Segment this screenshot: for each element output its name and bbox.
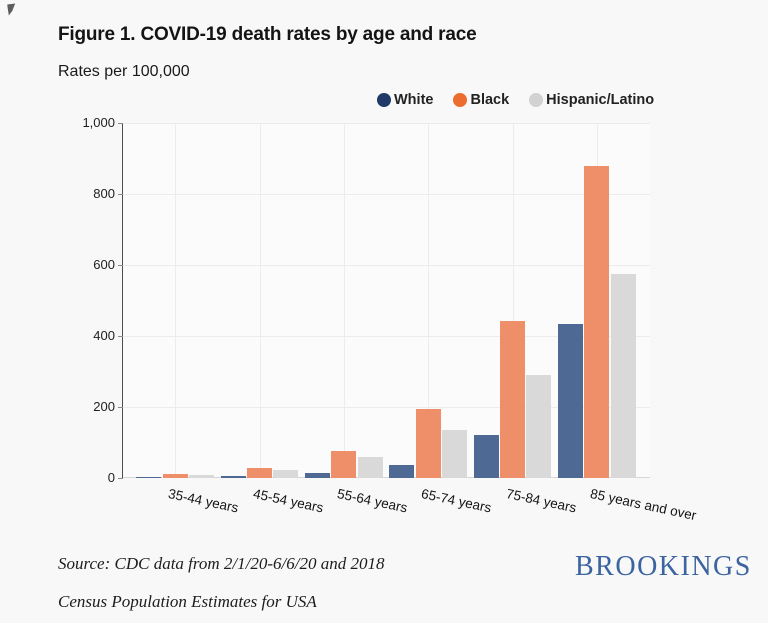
bar-white-5 (473, 435, 499, 478)
legend-item-hispanic-latino[interactable]: Hispanic/Latino (529, 92, 654, 108)
legend-item-white[interactable]: White (377, 92, 433, 108)
bar-group-85-years-and-over (555, 165, 639, 478)
x-axis-label: 75-84 years (504, 486, 578, 516)
source-line-2: Census Population Estimates for USA (58, 592, 317, 611)
y-axis-tick (118, 194, 123, 195)
bar-white-4 (389, 464, 415, 478)
bar-black-5 (499, 320, 525, 478)
legend-marker-icon (453, 93, 468, 107)
plot-area (123, 123, 650, 478)
gridline-horizontal (123, 336, 650, 337)
legend-label: White (394, 92, 434, 108)
legend-marker-icon (377, 93, 391, 107)
gridline-vertical (428, 123, 430, 478)
source-line-1: Source: CDC data from 2/1/20-6/6/20 and … (58, 554, 385, 573)
x-axis-line (123, 477, 650, 478)
bar-hispanic-latino-4 (441, 430, 467, 478)
y-axis-tick (118, 265, 123, 266)
y-axis-tick-label: 800 (93, 186, 115, 201)
gridline-horizontal (123, 265, 650, 266)
gridline-vertical (175, 123, 177, 478)
bar-white-3 (305, 473, 331, 478)
bar-black-4 (415, 408, 441, 478)
bar-black-6 (584, 165, 610, 478)
y-axis-tick-label: 0 (107, 470, 115, 485)
bar-hispanic-latino-5 (526, 375, 552, 478)
y-axis-tick (118, 123, 123, 124)
bar-group-75-84-years (470, 320, 554, 478)
bar-white-1 (136, 476, 162, 478)
y-axis-labels: 0 200 400 600 800 1,000 (40, 116, 115, 485)
bar-hispanic-latino-6 (610, 273, 636, 478)
legend-label: Hispanic/Latino (546, 92, 655, 108)
x-axis-label: 65-74 years (420, 486, 493, 516)
bar-group-65-74-years (386, 408, 470, 478)
bar-white-2 (220, 476, 246, 478)
brookings-logo: BROOKINGS (575, 551, 752, 582)
y-axis-tick (118, 407, 123, 408)
bar-group-35-44-years (133, 474, 217, 478)
y-axis-tick-label: 400 (93, 328, 115, 343)
gridline-vertical (343, 123, 345, 478)
bar-group-45-54-years (217, 467, 301, 478)
bar-hispanic-latino-2 (273, 469, 299, 478)
y-axis-tick-label: 600 (93, 257, 115, 272)
bar-black-1 (162, 474, 188, 478)
y-axis-tick-label: 1,000 (82, 115, 115, 130)
bar-hispanic-latino-3 (357, 456, 383, 478)
bar-black-2 (246, 467, 272, 478)
source-note: Source: CDC data from 2/1/20-6/6/20 and … (58, 545, 478, 621)
gridline-vertical (259, 123, 261, 478)
chart-title: Figure 1. COVID-19 death rates by age an… (58, 24, 477, 45)
gridline-horizontal (123, 194, 650, 195)
x-axis-label: 45-54 years (251, 486, 325, 516)
gridline-vertical (512, 123, 514, 478)
bar-group-55-64-years (302, 451, 386, 478)
bar-hispanic-latino-1 (188, 475, 214, 478)
bar-black-3 (331, 451, 357, 478)
gridline-horizontal (123, 407, 650, 408)
bar-white-6 (558, 323, 584, 478)
legend-marker-icon (529, 93, 544, 107)
x-axis-label: 85 years and over (588, 486, 698, 524)
legend-item-black[interactable]: Black (453, 92, 509, 108)
chart-legend: White Black Hispanic/Latino (377, 92, 654, 108)
gridline-horizontal (123, 123, 650, 124)
y-axis-tick (118, 478, 123, 479)
x-axis-label: 35-44 years (167, 486, 240, 516)
y-axis-tick-label: 200 (93, 399, 115, 414)
x-axis-label: 55-64 years (335, 486, 409, 516)
chart-subtitle: Rates per 100,000 (58, 63, 190, 80)
y-axis-line (122, 123, 123, 479)
y-axis-tick (118, 336, 123, 337)
cursor-icon (7, 3, 17, 16)
legend-label: Black (470, 92, 510, 108)
